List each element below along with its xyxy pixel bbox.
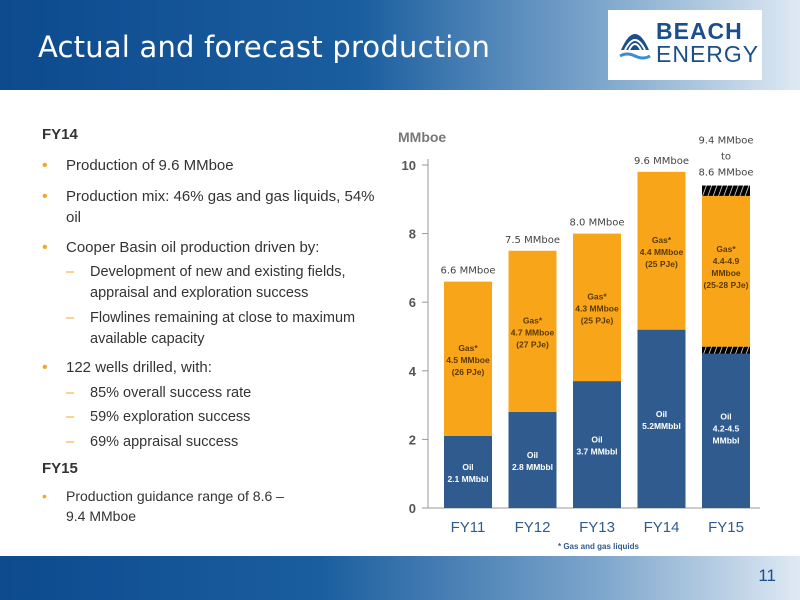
oil-data-label: MMbbl — [713, 435, 740, 445]
oil-data-label: Oil — [720, 411, 731, 421]
oil-data-label: 3.7 MMbbl — [576, 447, 617, 457]
gas-data-label: Gas* — [716, 244, 736, 254]
dash-icon: – — [66, 409, 75, 425]
page-title: Actual and forecast production — [38, 30, 491, 64]
dash-icon: – — [66, 385, 75, 401]
gas-data-label: Gas* — [652, 235, 672, 245]
gas-data-label: 4.4 MMboe — [640, 247, 684, 257]
gas-data-label: 4.5 MMboe — [446, 355, 490, 365]
oil-data-label: Oil — [462, 462, 473, 472]
fy15-heading: FY15 — [42, 460, 78, 477]
oil-bar — [444, 435, 492, 508]
total-data-label: to — [721, 152, 731, 163]
gas-range-hatch — [702, 185, 750, 196]
total-data-label: 6.6 MMboe — [441, 266, 496, 277]
oil-data-label: 5.2MMbbl — [642, 421, 681, 431]
gas-data-label: (26 PJe) — [452, 367, 485, 377]
gas-data-label: (27 PJe) — [516, 339, 549, 349]
gas-data-label: (25 PJe) — [581, 315, 614, 325]
oil-bar — [637, 329, 686, 508]
sub-bullet-item: – 59% exploration success — [66, 407, 385, 428]
bullet-item: • Production of 9.6 MMboe — [42, 157, 234, 174]
y-axis-title: MMboe — [398, 129, 446, 145]
y-tick-label: 6 — [409, 295, 416, 310]
total-data-label: 9.6 MMboe — [634, 156, 689, 167]
production-bar-chart: MMboe 0 2 4 6 8 10 FY11 Oil 2.1 MMbbl Gas* 4.5 MMbo… — [398, 129, 760, 551]
logo-wordmark-line2: ENERGY — [656, 41, 760, 67]
bullet-dot-icon: • — [42, 359, 48, 376]
dash-icon: – — [66, 434, 75, 450]
beach-energy-logo-icon — [619, 34, 651, 60]
oil-data-label: 4.2-4.5 — [713, 423, 740, 433]
y-tick-label: 0 — [409, 501, 416, 516]
page-number: 11 — [758, 566, 776, 585]
bullet-item: • Production mix: 46% gas and gas liquid… — [42, 188, 375, 226]
logo-wordmark-line1: BEACH — [656, 18, 743, 44]
bullet-dot-icon: • — [42, 488, 47, 504]
x-tick-label: FY11 — [451, 519, 486, 536]
gas-bar — [702, 185, 750, 347]
gas-data-label: (25-28 PJe) — [704, 280, 749, 290]
chart-footnote: * Gas and gas liquids — [558, 542, 639, 551]
y-tick-label: 4 — [409, 364, 417, 379]
oil-bar — [508, 411, 557, 508]
oil-data-label: 2.8 MMbbl — [512, 462, 553, 472]
gas-bar — [637, 171, 686, 330]
gas-bar — [573, 233, 621, 382]
gas-data-label: 4.7 MMboe — [511, 327, 555, 337]
total-data-label: 9.4 MMboe — [699, 136, 754, 147]
x-tick-label: FY15 — [708, 519, 744, 536]
gas-data-label: 4.3 MMboe — [575, 303, 619, 313]
oil-bar — [702, 346, 750, 508]
gas-data-label: Gas* — [458, 343, 478, 353]
y-tick-label: 10 — [402, 158, 416, 173]
dash-icon: – — [66, 310, 75, 326]
sub-bullet-item: – Flowlines remaining at close to maximu… — [66, 310, 356, 347]
y-tick-label: 8 — [409, 227, 416, 242]
bullet-dot-icon: • — [42, 157, 48, 174]
sub-bullet-item: – 69% appraisal success — [66, 432, 385, 453]
bullet-dot-icon: • — [42, 188, 48, 205]
bullet-dot-icon: • — [42, 239, 48, 256]
gas-data-label: MMboe — [711, 268, 741, 278]
gas-data-label: Gas* — [587, 291, 607, 301]
gas-bar — [508, 250, 557, 412]
footer-banner — [0, 556, 800, 600]
gas-data-label: Gas* — [523, 315, 543, 325]
bullet-item: • 122 wells drilled, with: — [42, 359, 212, 376]
dash-icon: – — [66, 264, 75, 280]
total-data-label: 8.6 MMboe — [699, 168, 754, 179]
total-data-label: 8.0 MMboe — [570, 218, 625, 229]
y-tick-label: 2 — [409, 432, 416, 447]
oil-range-hatch — [702, 346, 750, 354]
company-logo: BEACH ENERGY — [608, 10, 762, 80]
x-tick-label: FY12 — [515, 519, 551, 536]
oil-data-label: Oil — [591, 435, 602, 445]
oil-bar — [573, 381, 621, 508]
oil-data-label: 2.1 MMbbl — [447, 474, 488, 484]
gas-data-label: 4.4-4.9 — [713, 256, 740, 266]
x-tick-label: FY13 — [579, 519, 615, 536]
x-tick-label: FY14 — [644, 519, 680, 536]
sub-bullet-item: – Development of new and existing fields… — [66, 264, 346, 301]
sub-bullet-item: – 85% overall success rate — [66, 383, 385, 404]
gas-data-label: (25 PJe) — [645, 259, 678, 269]
fy14-heading: FY14 — [42, 126, 78, 143]
total-data-label: 7.5 MMboe — [505, 235, 560, 246]
oil-data-label: Oil — [656, 409, 667, 419]
gas-bar — [444, 281, 492, 436]
oil-data-label: Oil — [527, 450, 538, 460]
bullet-item: • Cooper Basin oil production driven by: — [42, 239, 320, 256]
bullet-item: • Production guidance range of 8.6 – 9.4… — [42, 488, 284, 524]
